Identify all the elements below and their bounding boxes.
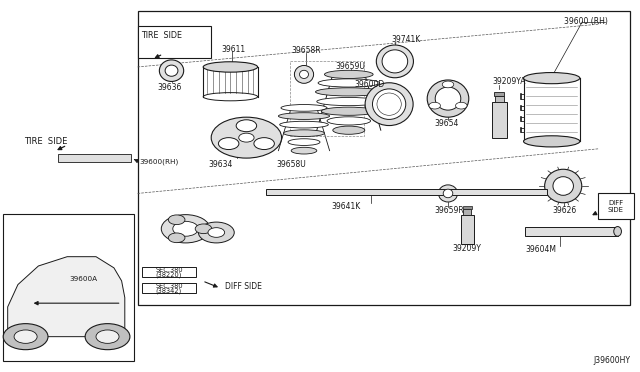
Ellipse shape (545, 169, 582, 203)
Polygon shape (138, 11, 630, 305)
Text: 39641K: 39641K (331, 202, 360, 211)
Bar (463, 206, 472, 209)
Text: 39659U: 39659U (336, 62, 365, 71)
Circle shape (218, 138, 239, 150)
Circle shape (14, 330, 37, 343)
Text: 39626: 39626 (552, 206, 577, 215)
Ellipse shape (524, 136, 580, 147)
Text: J39600HY: J39600HY (593, 356, 630, 365)
Circle shape (85, 324, 130, 350)
Ellipse shape (376, 45, 413, 78)
Text: TIRE  SIDE: TIRE SIDE (24, 137, 68, 146)
Ellipse shape (327, 117, 371, 125)
Text: 39209YA: 39209YA (493, 77, 526, 86)
Bar (495, 96, 504, 102)
Ellipse shape (294, 65, 314, 83)
Text: 39604M: 39604M (525, 245, 556, 254)
Text: 39600A: 39600A (69, 276, 97, 282)
Bar (142, 283, 196, 293)
Circle shape (198, 222, 234, 243)
Ellipse shape (443, 189, 453, 198)
Circle shape (208, 228, 225, 237)
Text: SEC.380: SEC.380 (155, 267, 183, 273)
Bar (525, 227, 618, 236)
Text: (38342): (38342) (156, 287, 182, 294)
Ellipse shape (204, 62, 257, 72)
Text: DIFF SIDE: DIFF SIDE (225, 282, 262, 291)
Ellipse shape (278, 113, 330, 119)
Text: SIDE: SIDE (608, 207, 624, 213)
Circle shape (3, 324, 48, 350)
Bar (138, 26, 211, 58)
Text: 39209Y: 39209Y (452, 244, 482, 253)
Ellipse shape (438, 185, 458, 202)
Circle shape (456, 102, 467, 109)
Bar (142, 267, 196, 277)
Ellipse shape (614, 227, 621, 236)
Text: SEC.380: SEC.380 (155, 283, 183, 289)
Text: 39600(RH): 39600(RH) (140, 158, 179, 165)
Circle shape (211, 117, 282, 158)
Circle shape (173, 221, 198, 236)
Text: 39636: 39636 (157, 83, 182, 92)
Text: (38220): (38220) (156, 271, 182, 278)
Ellipse shape (524, 73, 580, 84)
Ellipse shape (316, 88, 382, 96)
Text: 39611: 39611 (221, 45, 246, 54)
Text: DIFF: DIFF (609, 201, 623, 206)
Ellipse shape (382, 50, 408, 73)
Ellipse shape (372, 89, 406, 119)
Bar (461, 215, 474, 244)
Ellipse shape (284, 130, 324, 137)
Ellipse shape (365, 83, 413, 126)
Text: 39658R: 39658R (291, 46, 321, 55)
Circle shape (195, 224, 212, 234)
Circle shape (254, 138, 275, 150)
Ellipse shape (281, 105, 327, 111)
Text: 39600D: 39600D (355, 80, 385, 89)
Circle shape (168, 233, 185, 243)
Ellipse shape (165, 65, 178, 76)
Bar (598, 193, 634, 219)
Ellipse shape (321, 107, 376, 115)
Ellipse shape (159, 60, 184, 81)
Ellipse shape (291, 147, 317, 154)
Circle shape (442, 81, 454, 88)
Bar (58, 154, 131, 162)
Polygon shape (8, 257, 125, 337)
Text: 39659R: 39659R (435, 206, 464, 215)
Bar (494, 92, 504, 96)
Bar (3, 214, 134, 361)
Text: TIRE  SIDE: TIRE SIDE (141, 31, 182, 39)
Text: 39600 (RH): 39600 (RH) (564, 17, 608, 26)
Circle shape (239, 133, 254, 142)
Text: 39658U: 39658U (276, 160, 306, 169)
Circle shape (429, 102, 440, 109)
Ellipse shape (318, 79, 380, 87)
Ellipse shape (317, 97, 381, 106)
Ellipse shape (288, 139, 320, 145)
Ellipse shape (333, 126, 365, 134)
Ellipse shape (324, 70, 373, 78)
Polygon shape (266, 189, 547, 195)
Bar (463, 209, 471, 215)
Circle shape (161, 215, 210, 243)
Text: 39741K: 39741K (392, 35, 421, 44)
Circle shape (168, 215, 185, 225)
Ellipse shape (553, 177, 573, 195)
Bar (492, 102, 507, 138)
Ellipse shape (300, 70, 308, 78)
Ellipse shape (280, 121, 328, 128)
Circle shape (236, 120, 257, 132)
Ellipse shape (435, 87, 461, 110)
Ellipse shape (428, 80, 468, 117)
Text: 39634: 39634 (209, 160, 233, 169)
Circle shape (96, 330, 119, 343)
Text: 39654: 39654 (435, 119, 459, 128)
